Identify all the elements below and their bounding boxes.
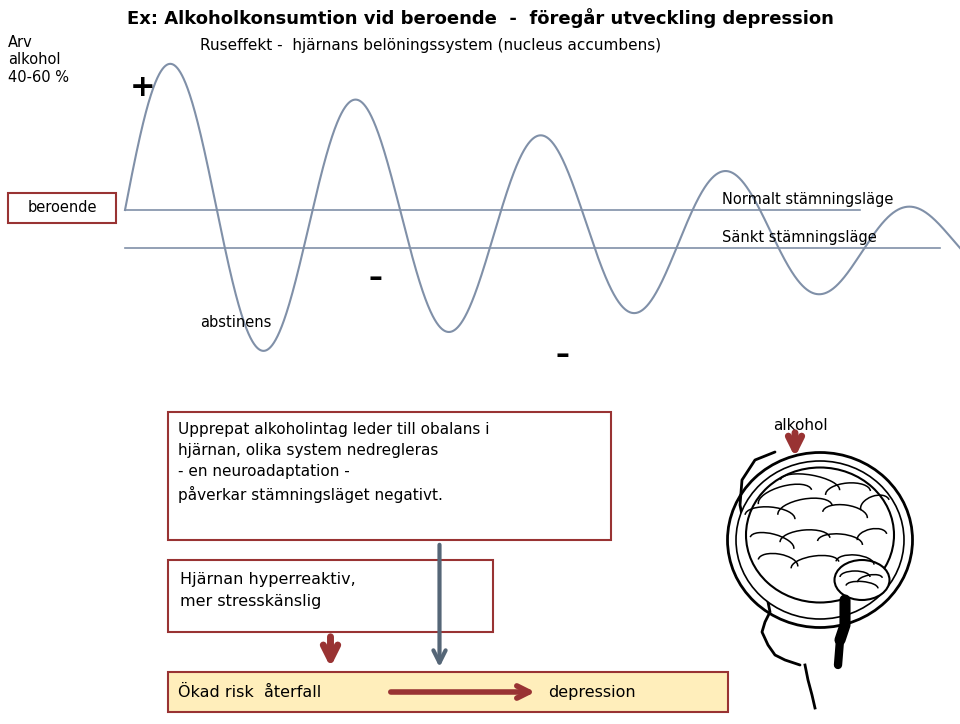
Text: Ex: Alkoholkonsumtion vid beroende  -  föregår utveckling depression: Ex: Alkoholkonsumtion vid beroende - för…: [127, 8, 833, 28]
Text: Upprepat alkoholintag leder till obalans i
hjärnan, olika system nedregleras
- e: Upprepat alkoholintag leder till obalans…: [178, 422, 490, 503]
Ellipse shape: [736, 461, 904, 619]
Text: alkohol: alkohol: [773, 418, 828, 433]
Text: Ruseffekt -  hjärnans belöningssystem (nucleus accumbens): Ruseffekt - hjärnans belöningssystem (nu…: [200, 38, 661, 53]
Ellipse shape: [834, 560, 890, 600]
Bar: [168, 412, 611, 540]
Text: Normalt stämningsläge: Normalt stämningsläge: [722, 192, 894, 207]
Text: +: +: [130, 72, 156, 101]
Text: Arv
alkohol
40-60 %: Arv alkohol 40-60 %: [8, 35, 69, 85]
Text: Hjärnan hyperreaktiv,
mer stresskänslig: Hjärnan hyperreaktiv, mer stresskänslig: [180, 572, 356, 609]
Bar: [168, 560, 493, 632]
Text: –: –: [555, 341, 569, 369]
Ellipse shape: [728, 452, 913, 628]
Text: Sänkt stämningsläge: Sänkt stämningsläge: [722, 230, 876, 245]
Text: abstinens: abstinens: [200, 315, 272, 330]
Text: Ökad risk  återfall: Ökad risk återfall: [178, 684, 322, 699]
Text: –: –: [368, 264, 382, 292]
Bar: [8, 193, 116, 223]
Text: depression: depression: [548, 684, 636, 699]
Ellipse shape: [746, 468, 894, 602]
Bar: [168, 672, 728, 712]
Text: beroende: beroende: [27, 201, 97, 216]
